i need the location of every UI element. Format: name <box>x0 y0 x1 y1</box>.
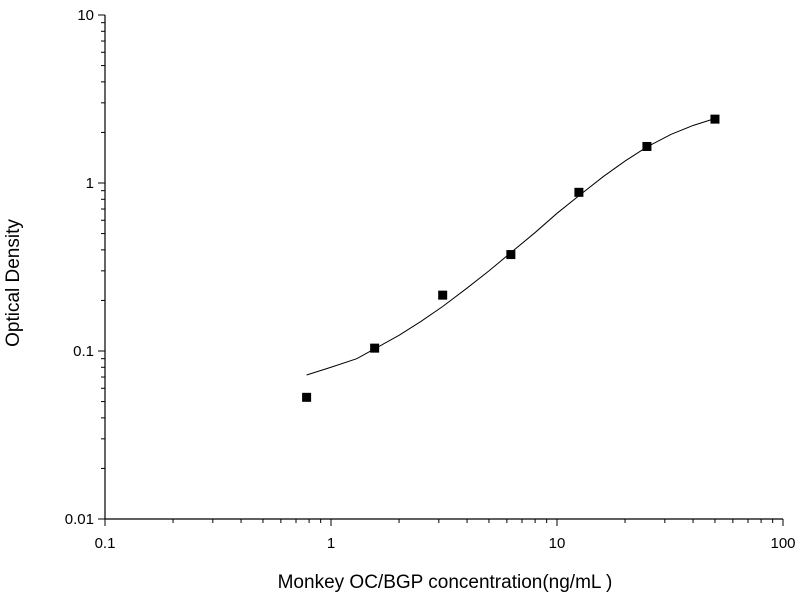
y-tick-label: 1 <box>86 175 94 192</box>
y-tick-label: 0.1 <box>73 343 94 360</box>
y-tick-label: 0.01 <box>65 511 94 528</box>
fit-curve <box>306 118 716 376</box>
x-tick-label: 100 <box>770 535 795 552</box>
data-point <box>438 290 448 300</box>
x-axis-title: Monkey OC/BGP concentration(ng/mL ) <box>278 572 613 593</box>
x-tick-label: 10 <box>549 535 566 552</box>
data-points-layer <box>302 114 720 402</box>
data-point <box>506 250 516 260</box>
data-point <box>574 187 584 197</box>
data-point <box>370 343 380 353</box>
fit-curve-layer <box>306 118 716 376</box>
ticks <box>98 14 784 526</box>
data-point <box>710 114 720 124</box>
data-point <box>642 141 652 151</box>
data-point <box>302 392 312 402</box>
x-tick-label: 0.1 <box>95 535 116 552</box>
y-axis-title: Optical Density <box>3 219 24 347</box>
y-tick-label: 10 <box>77 7 94 24</box>
x-tick-label: 1 <box>327 535 335 552</box>
axes <box>104 15 783 520</box>
